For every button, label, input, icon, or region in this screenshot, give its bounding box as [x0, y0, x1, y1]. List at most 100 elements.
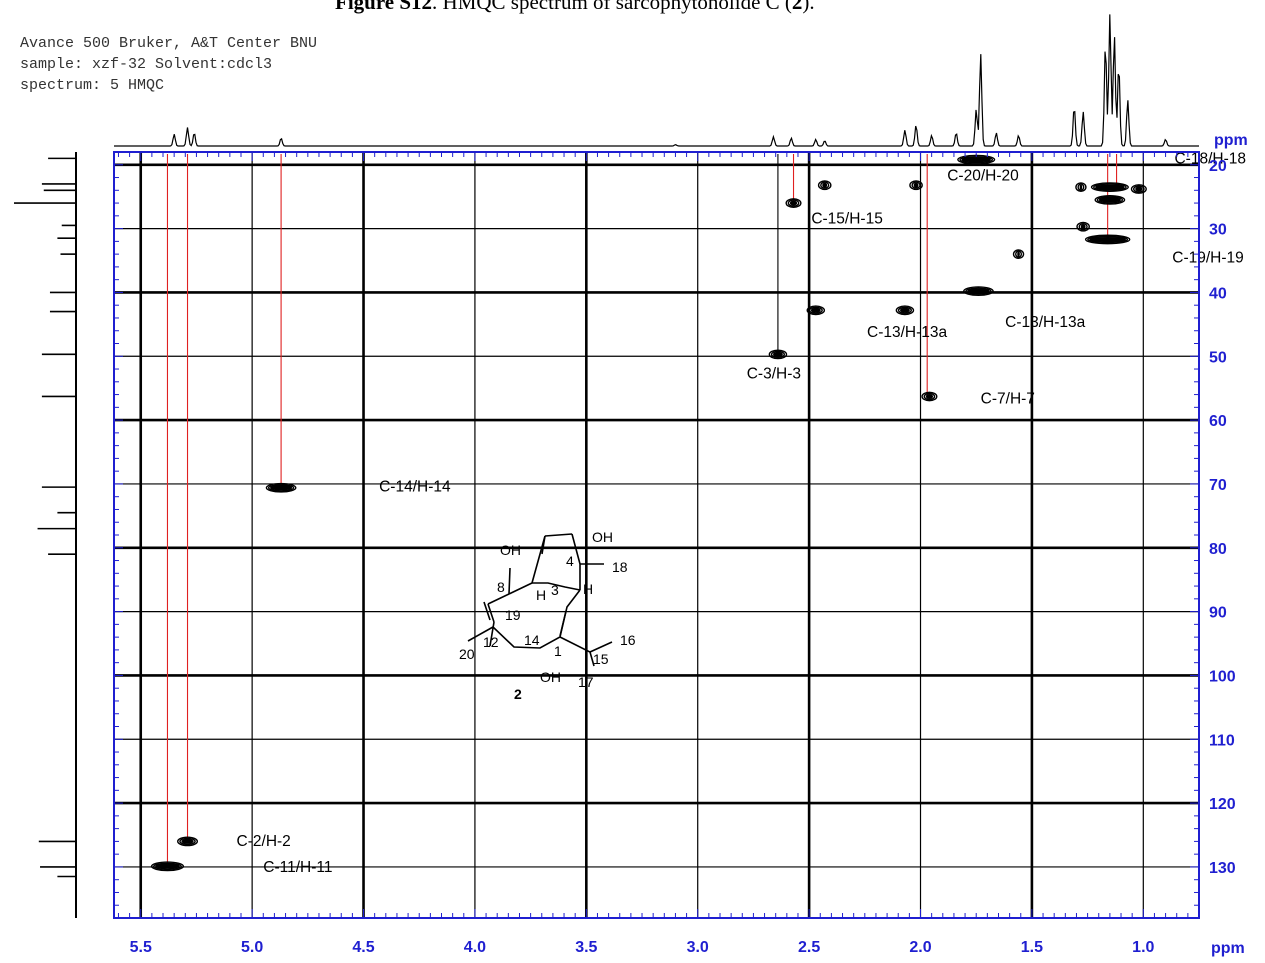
peak-contour	[1079, 184, 1083, 190]
svg-text:12: 12	[483, 634, 499, 650]
peak-contour	[1015, 250, 1023, 258]
cross-peak	[177, 836, 199, 847]
peak-contour	[267, 484, 295, 492]
peak-contour	[1094, 194, 1126, 205]
peak-contour	[181, 838, 194, 844]
peak-contour	[925, 393, 934, 399]
svg-text:OH: OH	[592, 529, 613, 545]
peak-contour	[785, 198, 802, 208]
peak-contour	[961, 157, 991, 163]
x-axis-unit: ppm	[1211, 940, 1245, 957]
annotation-label: C-3/H-3	[747, 366, 801, 383]
cross-peak	[895, 305, 915, 316]
y-tick-label: 130	[1209, 860, 1236, 877]
structure-labels: OH OH OH H H 4 18 8 3 19 14 1 16 20 12 1…	[459, 529, 636, 702]
peak-contour	[1084, 234, 1131, 245]
annotation-label: C-14/H-14	[379, 478, 451, 495]
svg-text:19: 19	[505, 607, 521, 623]
svg-text:14: 14	[524, 632, 540, 648]
peak-contour	[265, 482, 297, 493]
y-tick-label: 70	[1209, 477, 1227, 494]
peak-contour	[1098, 197, 1121, 203]
cross-peak	[921, 391, 938, 402]
svg-text:OH: OH	[540, 669, 561, 685]
annotation-label: C-19/H-19	[1172, 249, 1244, 266]
peak-contour	[1130, 184, 1147, 194]
y-tick-label: 120	[1209, 796, 1236, 813]
chemical-structure	[467, 533, 613, 667]
svg-text:16: 16	[620, 632, 636, 648]
peak-contour	[909, 180, 923, 191]
svg-text:OH: OH	[500, 542, 521, 558]
peak-contour	[817, 180, 832, 191]
peak-contour	[806, 305, 826, 316]
y-tick-label: 90	[1209, 605, 1227, 622]
figure-title: Figure S12. HMQC spectrum of sarcophyton…	[335, 0, 815, 14]
peak-contour	[965, 287, 992, 295]
peak-contour	[963, 286, 994, 297]
cross-peak	[1076, 221, 1090, 232]
peak-contour	[1078, 222, 1088, 231]
x-tick-label: 2.5	[798, 939, 820, 956]
peak-contour	[1095, 184, 1125, 190]
peak-contour	[1077, 183, 1085, 191]
cross-peak	[768, 349, 788, 360]
peak-contour	[913, 182, 919, 188]
y-tick-label: 80	[1209, 541, 1227, 558]
peak-contour	[770, 350, 785, 359]
peak-contour	[897, 306, 912, 315]
cross-peak	[1130, 184, 1147, 194]
cross-peak	[785, 198, 802, 208]
peak-annotations: C-18/H-18 C-20/H-20 C-15/H-15 C-19/H-19 C-13…	[237, 150, 1246, 876]
peak-contour	[787, 199, 800, 207]
peak-contour	[895, 305, 915, 316]
y-tick-label: 100	[1209, 668, 1236, 685]
peak-contour	[270, 485, 293, 491]
annotation-label: C-13/H-13a	[1005, 314, 1085, 331]
peak-contour	[155, 863, 180, 869]
x-tick-label: 4.5	[352, 939, 374, 956]
axis-ticks: 5.5 5.0 4.5 4.0 3.5 3.0 2.5 2.0 1.5 1.0 20 30 40 50 60…	[114, 152, 1236, 956]
cross-peak	[1084, 234, 1131, 245]
peak-contour	[1012, 249, 1025, 260]
cross-peak	[265, 482, 297, 493]
x-tick-label: 1.5	[1021, 939, 1043, 956]
cross-peak	[806, 305, 826, 316]
annotation-label: C-20/H-20	[947, 168, 1019, 185]
peak-contour	[1075, 182, 1087, 193]
svg-text:18: 18	[612, 559, 628, 575]
x-tick-label: 5.0	[241, 939, 263, 956]
y-tick-label: 30	[1209, 222, 1227, 239]
sample-info: sample: xzf-32 Solvent:cdcl3	[20, 56, 272, 73]
peak-contour	[923, 392, 936, 401]
peak-contour	[150, 861, 185, 872]
peak-contour	[900, 307, 910, 313]
svg-text:15: 15	[593, 651, 609, 667]
y-tick-label: 40	[1209, 285, 1227, 302]
x-tick-label: 2.0	[909, 939, 931, 956]
cross-peak	[1012, 249, 1025, 260]
annotation-label: C-15/H-15	[811, 210, 883, 227]
y-tick-label: 110	[1209, 732, 1235, 749]
spectrum-info: spectrum: 5 HMQC	[20, 77, 164, 94]
peak-contour	[808, 306, 823, 315]
peak-contour	[1080, 224, 1086, 230]
peak-contour	[820, 181, 830, 189]
y-tick-label: 20	[1209, 158, 1227, 175]
peak-contour	[153, 862, 182, 870]
x-tick-label: 5.5	[130, 939, 152, 956]
y-tick-label: 50	[1209, 349, 1227, 366]
peak-contour	[1132, 185, 1145, 193]
x-tick-label: 1.0	[1132, 939, 1154, 956]
svg-text:4: 4	[566, 553, 574, 569]
svg-text:H: H	[583, 581, 593, 597]
cross-peak	[1075, 182, 1087, 193]
cross-peak	[1090, 182, 1129, 193]
proton-projection-trace	[114, 14, 1199, 147]
cross-peak	[817, 180, 832, 191]
cross-peak	[957, 154, 996, 165]
peak-contour	[1096, 196, 1124, 204]
instrument-info: Avance 500 Bruker, A&T Center BNU	[20, 35, 317, 52]
cross-peak	[963, 286, 994, 297]
